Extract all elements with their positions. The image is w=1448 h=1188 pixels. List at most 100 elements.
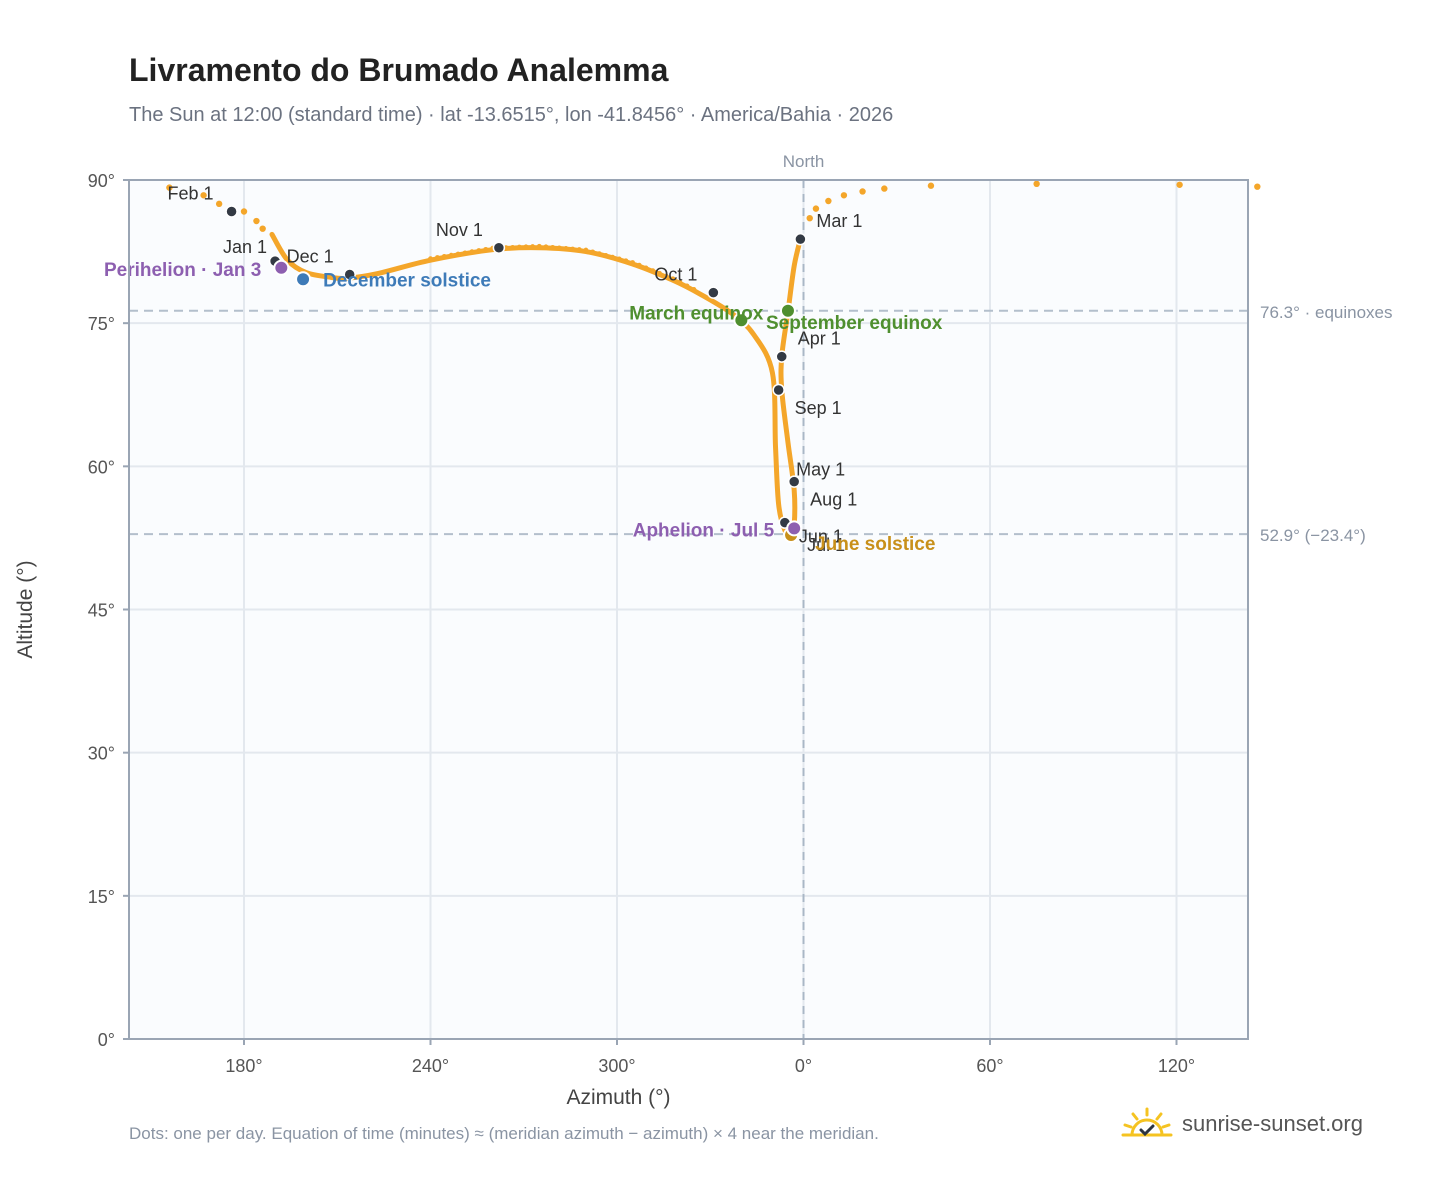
meridian-label: North xyxy=(783,152,825,171)
daily-dot xyxy=(550,244,556,250)
daily-dot xyxy=(691,287,697,292)
month-marker xyxy=(492,241,506,255)
daily-dot xyxy=(523,244,529,250)
daily-dot xyxy=(603,253,609,258)
event-label: Perihelion · Jan 3 xyxy=(104,260,261,281)
daily-dot xyxy=(455,251,461,257)
event-marker xyxy=(733,312,750,329)
daily-dot xyxy=(583,247,589,253)
daily-dot xyxy=(166,184,173,191)
month-marker xyxy=(772,383,785,397)
daily-dot xyxy=(677,279,683,285)
month-marker xyxy=(343,268,356,281)
reference-lines: North 76.3° · equinoxes 52.9° (−23.4°) xyxy=(129,152,1393,1039)
month-marker xyxy=(775,350,788,363)
daily-dot xyxy=(259,225,266,232)
daily-dot xyxy=(476,248,482,253)
event-label: March equinox xyxy=(629,303,764,324)
month-label: Oct 1 xyxy=(654,265,697,285)
month-label: Sep 1 xyxy=(795,398,842,418)
y-tick-label: 15° xyxy=(88,887,115,907)
month-label: Mar 1 xyxy=(816,211,862,231)
daily-dot xyxy=(435,255,440,260)
daily-dot xyxy=(670,276,676,282)
daily-dot xyxy=(636,262,642,268)
event-markers: March equinox September equinox December s… xyxy=(104,259,943,555)
daily-dot xyxy=(543,244,549,250)
event-marker xyxy=(295,271,312,288)
daily-dot xyxy=(462,250,468,256)
daily-dot xyxy=(623,258,629,264)
x-tick-label: 180° xyxy=(225,1056,262,1076)
daily-dot xyxy=(253,217,260,225)
daily-dot xyxy=(240,208,248,215)
daily-dot xyxy=(556,245,562,251)
y-axis-title: Altitude (°) xyxy=(14,560,37,658)
y-tick-label: 45° xyxy=(88,601,115,621)
x-tick-label: 0° xyxy=(795,1056,812,1076)
event-label: December solstice xyxy=(323,270,491,291)
month-label: Dec 1 xyxy=(287,246,334,266)
month-marker xyxy=(225,205,238,218)
reference-line-label: 76.3° · equinoxes xyxy=(1260,303,1393,322)
month-marker xyxy=(707,286,720,299)
daily-dot xyxy=(215,200,223,208)
daily-dot xyxy=(530,244,536,249)
y-tick-label: 30° xyxy=(88,744,115,764)
daily-dot xyxy=(825,197,832,205)
brand-text: sunrise-sunset.org xyxy=(1182,1111,1363,1136)
daily-dot xyxy=(563,246,569,251)
chart-title: Livramento do Brumado Analemma xyxy=(129,52,669,88)
daily-dot xyxy=(684,283,690,289)
event-marker xyxy=(779,302,796,319)
daily-dot xyxy=(859,188,866,195)
event-label: September equinox xyxy=(766,313,943,334)
daily-dot xyxy=(650,268,656,274)
daily-dot xyxy=(610,254,615,260)
daily-dot xyxy=(806,214,813,222)
y-tick-label: 90° xyxy=(88,171,115,191)
month-marker xyxy=(794,232,807,246)
grid xyxy=(129,180,1248,1039)
daily-dot xyxy=(448,252,454,258)
daily-dot xyxy=(1033,180,1040,188)
daily-dot xyxy=(840,192,848,199)
daily-dot xyxy=(510,244,516,250)
daily-dot xyxy=(630,260,635,265)
daily-dot xyxy=(536,243,542,249)
month-label: Aug 1 xyxy=(810,489,857,509)
month-label: Apr 1 xyxy=(798,329,841,349)
event-label: June solstice xyxy=(815,534,935,555)
reference-line-label: 52.9° (−23.4°) xyxy=(1260,526,1366,545)
x-axis-title: Azimuth (°) xyxy=(566,1086,670,1109)
daily-dot xyxy=(516,244,522,250)
y-tick-label: 0° xyxy=(98,1030,115,1050)
y-tick-label: 60° xyxy=(88,457,115,477)
sun-check-icon xyxy=(1121,1107,1173,1137)
event-marker xyxy=(786,520,803,537)
chart-subtitle: The Sun at 12:00 (standard time) · lat -… xyxy=(129,104,894,126)
y-tick-label: 75° xyxy=(88,314,115,334)
x-tick-label: 120° xyxy=(1158,1056,1195,1076)
month-label: Jul 1 xyxy=(807,535,845,555)
daily-dot xyxy=(428,256,433,262)
footnote: Dots: one per day. Equation of time (min… xyxy=(129,1124,879,1143)
month-label: Jan 1 xyxy=(223,237,267,257)
month-label: Feb 1 xyxy=(168,183,214,203)
daily-dot xyxy=(576,247,582,252)
daily-dot xyxy=(812,205,820,212)
daily-dot xyxy=(927,182,935,189)
daily-dot xyxy=(483,246,489,252)
daily-dot xyxy=(657,270,662,276)
daily-dot xyxy=(570,246,576,252)
daily-dot xyxy=(616,256,622,262)
daily-dot xyxy=(1254,183,1261,190)
month-label: Nov 1 xyxy=(436,220,483,240)
event-label: Aphelion · Jul 5 xyxy=(633,520,775,541)
daily-dot xyxy=(200,192,207,199)
x-tick-label: 60° xyxy=(976,1056,1003,1076)
daily-dot xyxy=(441,253,447,259)
axis-ticks: 180° 240° 300° 0° 60° 120° 0° 15° 30° 45° 60° 75° 90… xyxy=(88,171,1195,1076)
brand-link[interactable]: sunrise-sunset.org xyxy=(1120,1104,1363,1144)
